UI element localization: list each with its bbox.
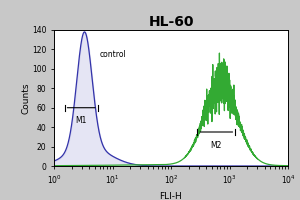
X-axis label: FLI-H: FLI-H (160, 192, 182, 200)
Y-axis label: Counts: Counts (22, 82, 31, 114)
Title: HL-60: HL-60 (148, 15, 194, 29)
Text: M2: M2 (211, 141, 222, 150)
Text: control: control (100, 50, 126, 59)
Text: M1: M1 (76, 116, 87, 125)
